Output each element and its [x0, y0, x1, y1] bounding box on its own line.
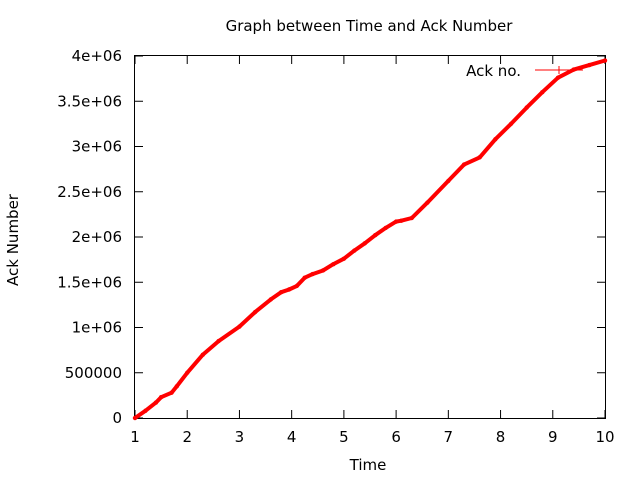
data-point [132, 415, 138, 421]
data-point [540, 90, 545, 95]
data-point [185, 370, 190, 375]
x-tick-label: 6 [391, 428, 401, 446]
y-tick-label: 0 [112, 409, 122, 427]
data-point [409, 215, 414, 221]
plot-frame [134, 55, 606, 419]
data-point [279, 290, 284, 295]
x-tick-label: 7 [444, 428, 454, 446]
data-point [393, 219, 399, 224]
data-point [446, 178, 451, 184]
data-point [216, 338, 221, 344]
data-point [399, 218, 404, 223]
data-point [602, 58, 608, 63]
data-point [169, 390, 174, 395]
x-tick-label: 5 [339, 428, 349, 446]
data-point [268, 297, 273, 302]
data-point [237, 324, 242, 329]
x-tick-label: 9 [548, 428, 558, 446]
data-point [158, 394, 164, 400]
data-point [331, 261, 336, 267]
chart-title: Graph between Time and Ack Number [226, 17, 514, 35]
legend-label: Ack no. [466, 62, 521, 80]
data-point [200, 352, 206, 357]
data-point [555, 75, 561, 80]
data-point [320, 268, 326, 273]
y-tick-label: 1e+06 [72, 319, 122, 337]
legend: Ack no. [466, 62, 583, 80]
data-point [310, 271, 315, 277]
data-point [362, 241, 367, 246]
data-point [425, 200, 430, 205]
series-points [132, 58, 608, 421]
y-tick-label: 3e+06 [72, 138, 122, 156]
data-point [341, 256, 347, 261]
data-point [524, 105, 529, 110]
data-point [302, 275, 307, 280]
series-line [133, 58, 607, 420]
data-point [383, 225, 388, 231]
y-tick-label: 3.5e+06 [57, 92, 122, 110]
y-tick-label: 500000 [65, 364, 122, 382]
y-axis: 0 500000 1e+06 1.5e+06 2e+06 2.5e+06 3e+06 3.5e… [57, 47, 605, 427]
data-point [153, 400, 159, 405]
x-tick-label: 2 [182, 428, 192, 446]
x-tick-label: 3 [235, 428, 245, 446]
data-point [493, 137, 498, 142]
data-point [508, 121, 514, 127]
y-tick-label: 1.5e+06 [57, 273, 122, 291]
x-tick-label: 1 [130, 428, 140, 446]
y-tick-label: 2e+06 [72, 228, 122, 246]
y-axis-title: Ack Number [4, 193, 22, 286]
data-point [174, 384, 179, 389]
x-axis-title: Time [349, 456, 387, 474]
x-tick-label: 4 [287, 428, 297, 446]
data-point [143, 408, 148, 413]
data-point [461, 162, 467, 167]
data-point [294, 283, 300, 289]
data-point [477, 155, 482, 160]
data-point [373, 232, 378, 238]
x-axis: 1 2 3 4 5 6 7 8 9 10 [130, 56, 615, 446]
y-tick-label: 4e+06 [72, 47, 122, 65]
data-point [352, 248, 357, 253]
y-tick-label: 2.5e+06 [57, 183, 122, 201]
data-point [587, 62, 592, 68]
x-tick-label: 10 [595, 428, 614, 446]
data-point [286, 287, 292, 292]
data-point [252, 309, 258, 315]
x-tick-label: 8 [496, 428, 506, 446]
